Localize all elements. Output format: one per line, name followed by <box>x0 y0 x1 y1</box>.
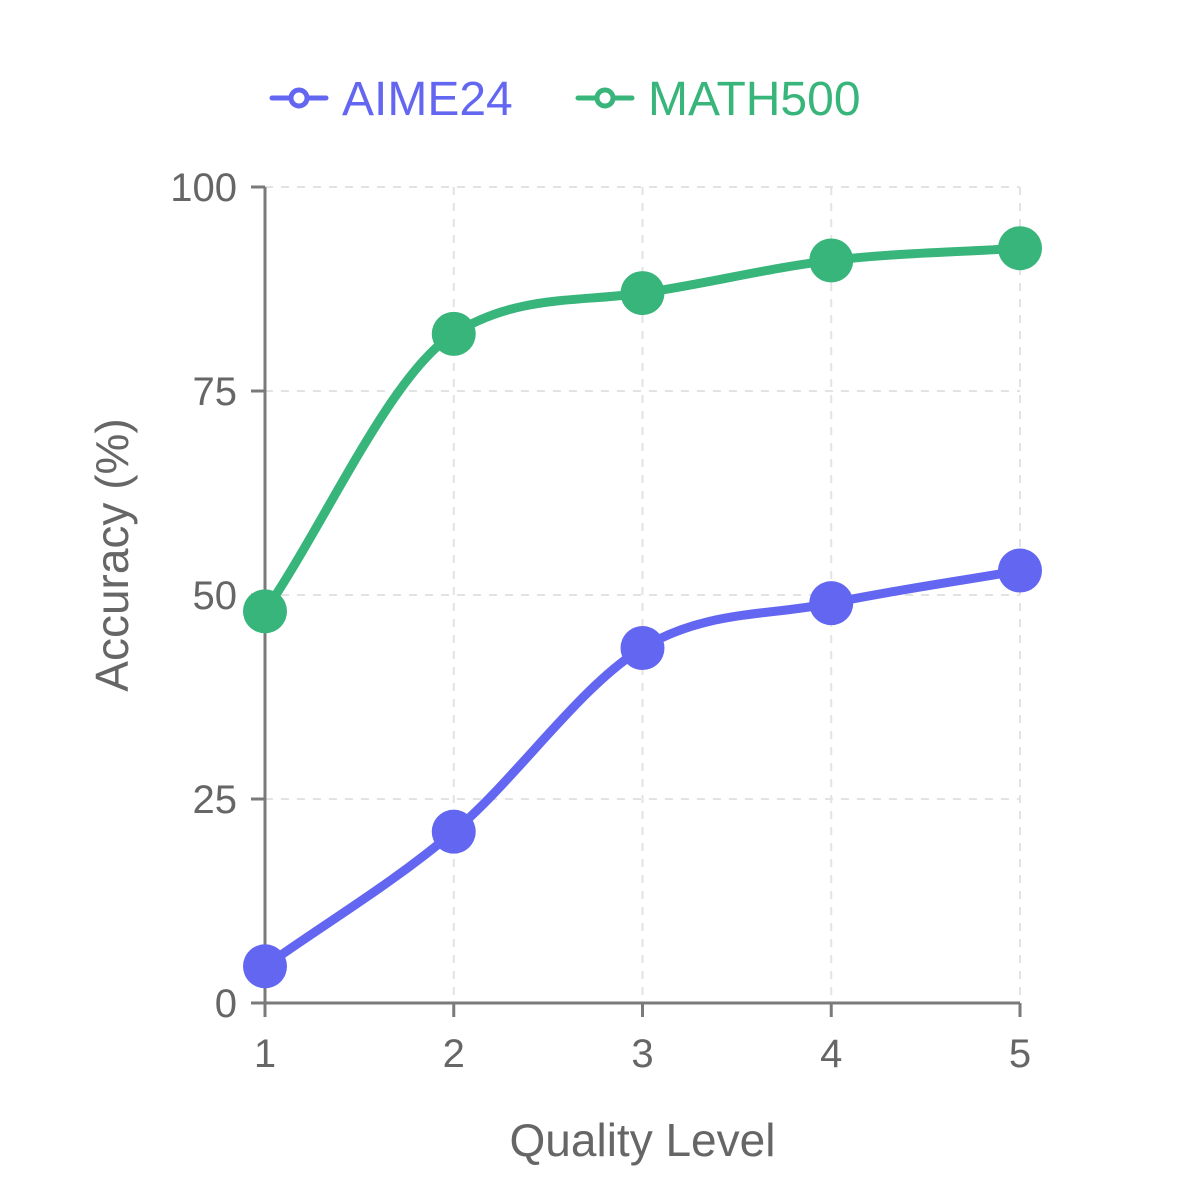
y-tick-label: 100 <box>170 166 237 210</box>
x-tick-label: 1 <box>254 1032 276 1076</box>
y-tick-label: 25 <box>193 778 238 822</box>
legend-label: MATH500 <box>648 73 861 126</box>
series-line-math500 <box>260 243 1025 616</box>
series-math500 <box>243 226 1042 634</box>
legend-item-aime24[interactable]: AIME24 <box>269 73 513 126</box>
data-point-math500[interactable] <box>243 589 287 634</box>
x-tick-label: 4 <box>820 1032 842 1076</box>
x-axis-ticks: 1 2 3 4 5 <box>254 1003 1031 1076</box>
data-point-aime24[interactable] <box>998 548 1042 593</box>
data-point-math500[interactable] <box>998 226 1042 271</box>
legend-item-math500[interactable]: MATH500 <box>575 73 861 126</box>
series-layer <box>243 226 1042 989</box>
legend-swatch-marker <box>594 87 616 109</box>
series-aime24 <box>243 548 1042 989</box>
legend-swatch-marker <box>288 87 310 109</box>
data-point-math500[interactable] <box>620 271 665 316</box>
y-tick-label: 50 <box>193 574 238 618</box>
y-axis-ticks: 0 25 50 75 100 <box>170 166 265 1026</box>
data-point-aime24[interactable] <box>431 809 476 854</box>
data-point-aime24[interactable] <box>809 581 854 626</box>
data-point-aime24[interactable] <box>243 944 287 989</box>
x-axis-title: Quality Level <box>510 1114 776 1166</box>
x-tick-label: 2 <box>443 1032 465 1076</box>
legend: AIME24 MATH500 <box>269 73 861 126</box>
y-tick-label: 75 <box>193 370 238 414</box>
y-axis-title: Accuracy (%) <box>86 418 138 691</box>
legend-label: AIME24 <box>342 73 513 126</box>
data-point-aime24[interactable] <box>620 626 665 671</box>
y-tick-label: 0 <box>215 982 237 1026</box>
x-tick-label: 3 <box>631 1032 653 1076</box>
data-point-math500[interactable] <box>431 311 476 356</box>
data-point-math500[interactable] <box>809 238 854 283</box>
x-tick-label: 5 <box>1009 1032 1031 1076</box>
